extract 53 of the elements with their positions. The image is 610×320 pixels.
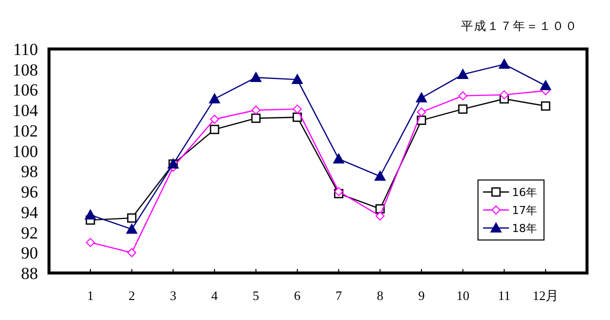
point xyxy=(127,213,136,223)
y-tick-label: 90 xyxy=(21,244,38,263)
point xyxy=(292,104,302,114)
y-tick-label: 88 xyxy=(21,264,38,283)
point xyxy=(127,248,136,258)
point xyxy=(498,58,510,69)
point xyxy=(251,106,260,115)
y-tick-label: 92 xyxy=(21,223,38,242)
y-tick-label: 100 xyxy=(12,142,38,161)
x-tick-label: 9 xyxy=(418,288,425,303)
point xyxy=(210,124,220,134)
point xyxy=(292,74,303,84)
x-tick-label: 5 xyxy=(252,288,260,303)
x-tick-label: 3 xyxy=(170,288,176,303)
x-tick-label: 2 xyxy=(128,288,136,303)
y-tick-label: 98 xyxy=(21,162,38,182)
legend-label: 18年 xyxy=(512,222,537,235)
point xyxy=(126,224,138,234)
point xyxy=(458,104,468,114)
point xyxy=(86,238,95,247)
point xyxy=(458,91,468,100)
point xyxy=(210,114,220,124)
x-tick-label: 4 xyxy=(211,288,218,303)
y-tick-label: 110 xyxy=(13,40,38,59)
y-tick-label: 96 xyxy=(21,182,38,202)
point xyxy=(376,211,385,220)
text: 平成１７年＝１００ xyxy=(461,19,578,33)
legend-label: 16年 xyxy=(512,186,537,199)
point xyxy=(374,170,386,181)
x-tick-label: 11 xyxy=(498,288,510,303)
y-tick-label: 106 xyxy=(12,80,38,100)
x-tick-label: 6 xyxy=(294,288,302,303)
y-tick-label: 102 xyxy=(12,121,38,140)
point xyxy=(84,209,96,220)
y-tick-label: 108 xyxy=(12,60,38,80)
y-tick-label: 104 xyxy=(12,101,38,120)
y-tick-label: 94 xyxy=(21,202,38,222)
point xyxy=(416,92,427,102)
x-tick-label: 1 xyxy=(87,288,94,303)
x-tick-label: 7 xyxy=(335,288,342,303)
point xyxy=(333,153,344,164)
point xyxy=(251,114,261,123)
point xyxy=(416,108,426,117)
point xyxy=(500,90,509,100)
point xyxy=(540,80,552,90)
x-tick-label: 8 xyxy=(376,288,384,303)
x-tick-label: 12月 xyxy=(532,288,559,303)
legend-label: 17年 xyxy=(512,204,537,217)
point xyxy=(540,101,550,111)
point xyxy=(209,93,220,104)
point xyxy=(250,72,262,82)
x-tick-label: 10 xyxy=(456,288,470,303)
point xyxy=(457,68,468,79)
